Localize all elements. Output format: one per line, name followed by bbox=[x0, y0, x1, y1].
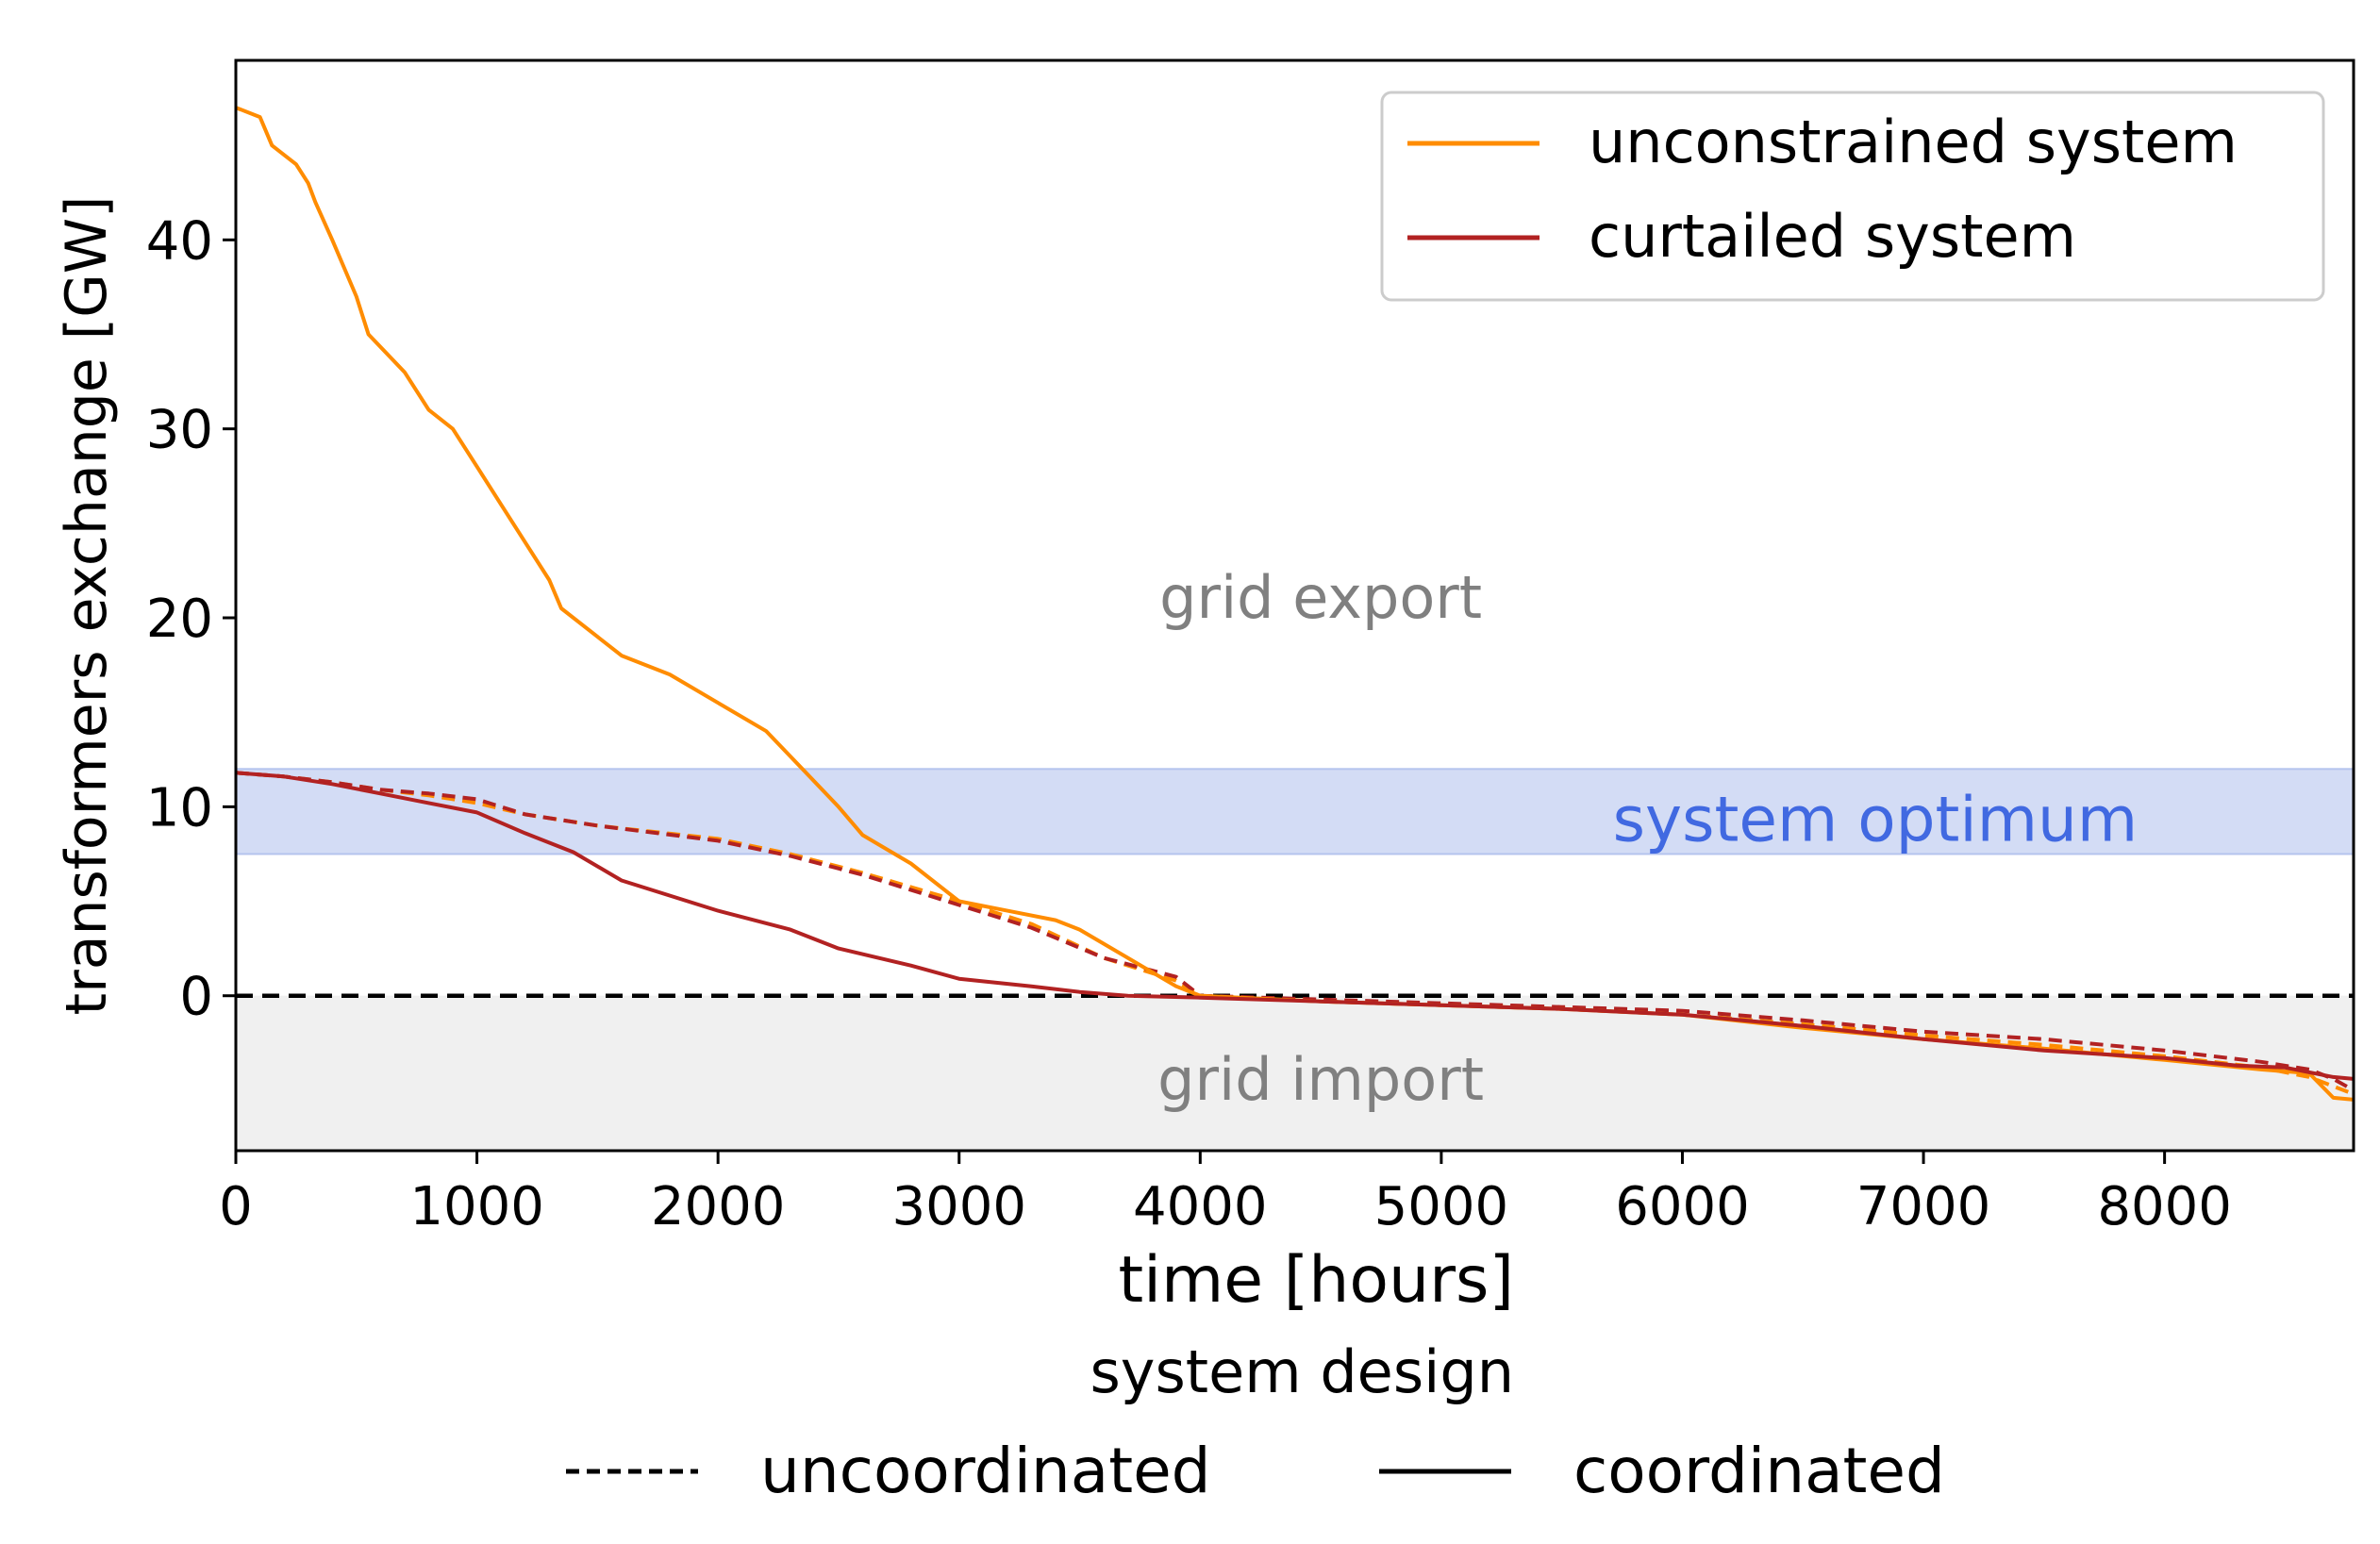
series-line-coordinated-curtailed bbox=[235, 771, 2355, 1081]
x-tick-label: 0 bbox=[219, 1176, 253, 1237]
region-bands bbox=[235, 768, 2355, 1151]
legend-label: curtailed system bbox=[1589, 202, 2076, 271]
y-tick-label: 30 bbox=[146, 400, 213, 461]
x-tick-label: 4000 bbox=[1133, 1176, 1268, 1237]
series-legend: unconstrained system curtailed system bbox=[1380, 91, 2325, 302]
legend-box bbox=[1380, 91, 2325, 302]
x-tick-label: 6000 bbox=[1615, 1176, 1750, 1237]
x-tick-label: 7000 bbox=[1856, 1176, 1991, 1237]
system-optimum-label: system optimum bbox=[1613, 783, 2139, 855]
series-group bbox=[235, 106, 2355, 1102]
grid-import-band bbox=[236, 995, 2354, 1151]
y-tick-label: 10 bbox=[146, 777, 213, 838]
system-optimum-band bbox=[235, 768, 2355, 855]
x-tick-label: 5000 bbox=[1374, 1176, 1509, 1237]
y-tick-label: 20 bbox=[146, 589, 213, 650]
axes-frame bbox=[234, 58, 2355, 1153]
y-tick-label: 40 bbox=[146, 210, 213, 272]
y-axis-label: transformers exchange [GW] bbox=[54, 196, 120, 1016]
x-tick-label: 3000 bbox=[891, 1176, 1026, 1237]
axes bbox=[234, 58, 2355, 1153]
tick-labels: 0 1000 2000 3000 4000 5000 6000 7000 8000 0 10 20 30… bbox=[146, 210, 2232, 1237]
grid-import-label: grid import bbox=[1157, 1045, 1484, 1114]
x-tick-label: 8000 bbox=[2097, 1176, 2232, 1237]
x-tick-label: 2000 bbox=[651, 1176, 786, 1237]
region-labels: grid export grid import system optimum bbox=[1157, 563, 2138, 1114]
grid-export-label: grid export bbox=[1159, 563, 1482, 632]
legend-label: unconstrained system bbox=[1589, 108, 2238, 176]
x-axis-label: time [hours] bbox=[1119, 1243, 1515, 1318]
y-tick-label: 0 bbox=[179, 967, 213, 1028]
style-legend: system design uncoordinated coordinated bbox=[566, 1337, 1945, 1507]
series-line-uncoordinated-curtailed bbox=[235, 771, 2355, 1092]
series-line-uncoordinated-unconstrained bbox=[235, 771, 2355, 1096]
style-legend-title: system design bbox=[1090, 1337, 1514, 1406]
style-legend-label: uncoordinated bbox=[760, 1435, 1211, 1507]
x-tick-label: 1000 bbox=[409, 1176, 544, 1237]
style-legend-label: coordinated bbox=[1573, 1435, 1945, 1507]
